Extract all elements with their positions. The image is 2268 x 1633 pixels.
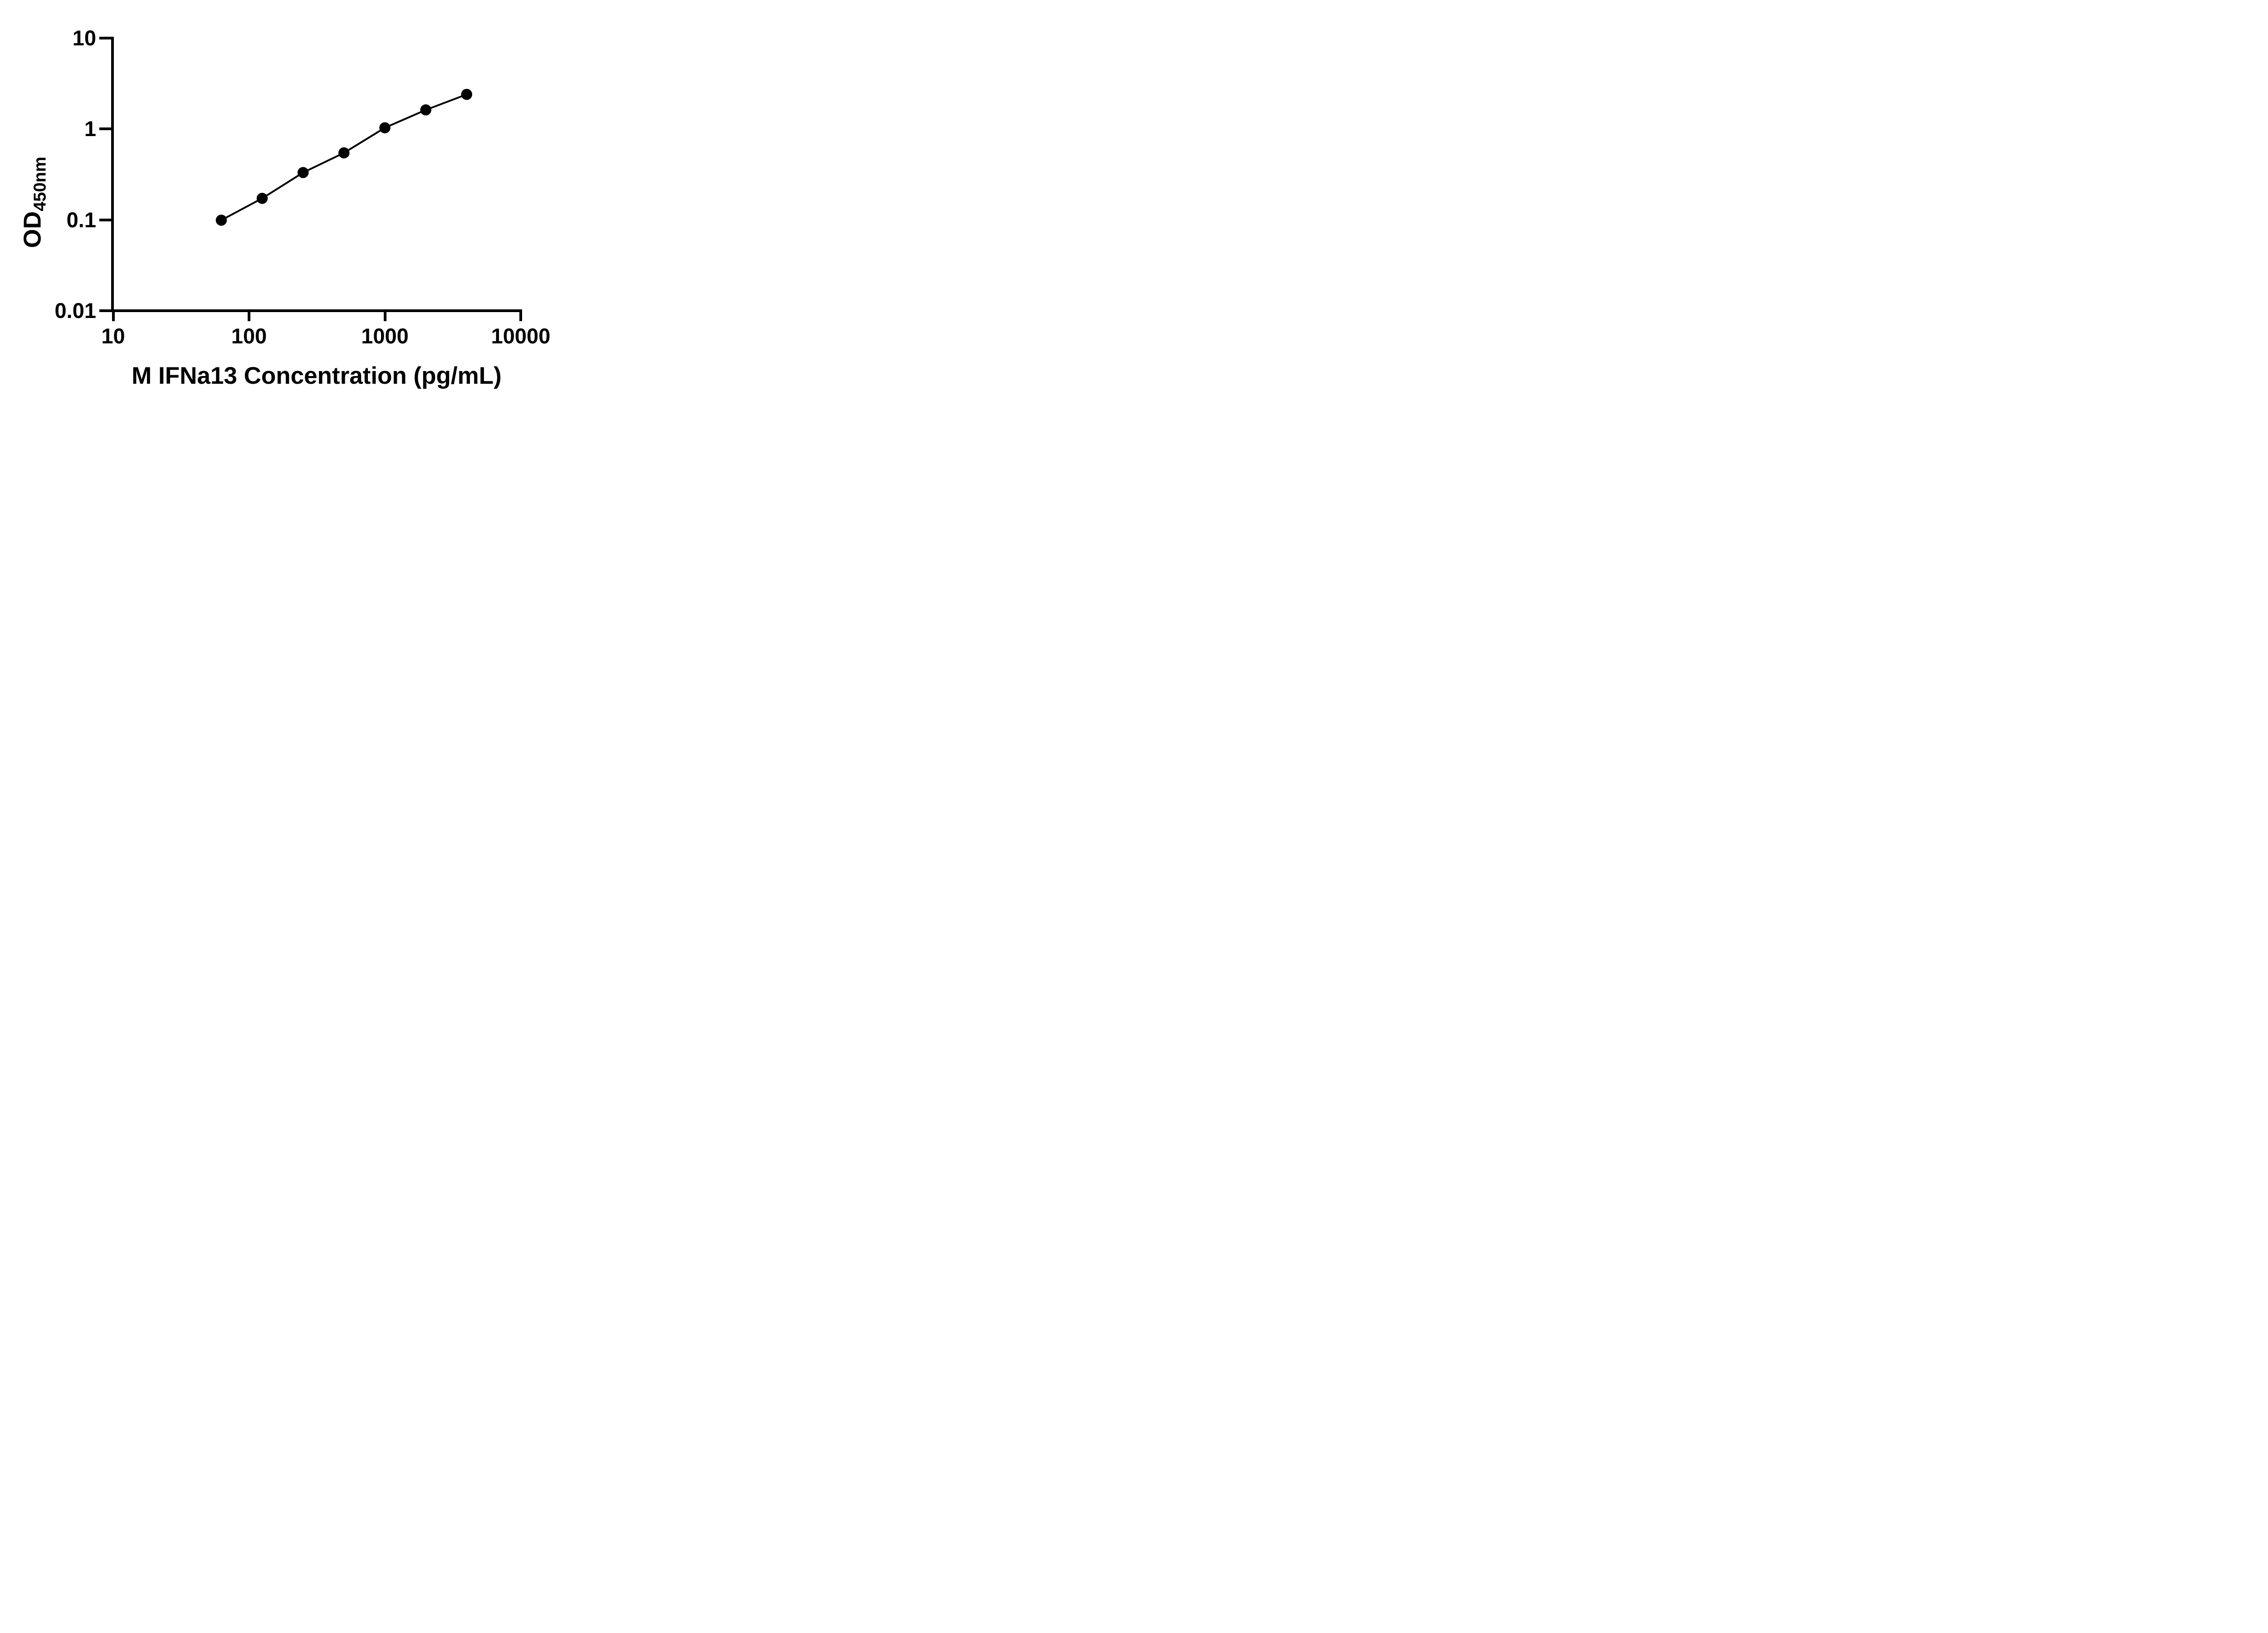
x-tick-mark-10000 bbox=[519, 309, 522, 321]
elisa-standard-curve-figure: 10 1 0.1 0.01 10 100 1000 10000 M IFNa13… bbox=[0, 0, 583, 408]
y-tick-mark-0.01 bbox=[99, 309, 111, 312]
x-tick-mark-100 bbox=[248, 309, 250, 321]
x-axis-line bbox=[111, 309, 522, 312]
y-tick-label-0.01: 0.01 bbox=[54, 298, 96, 323]
y-tick-mark-0.1 bbox=[99, 218, 111, 221]
x-tick-label-100: 100 bbox=[231, 324, 267, 348]
y-tick-mark-10 bbox=[99, 37, 111, 39]
plot-area bbox=[215, 88, 473, 226]
x-tick-label-10000: 10000 bbox=[491, 324, 551, 348]
data-point-6 bbox=[461, 88, 473, 100]
data-point-1 bbox=[256, 193, 268, 204]
data-point-4 bbox=[379, 122, 391, 133]
y-tick-label-1: 1 bbox=[84, 117, 96, 141]
x-tick-mark-10 bbox=[112, 309, 115, 321]
data-point-5 bbox=[420, 104, 431, 116]
data-points-group bbox=[215, 88, 473, 226]
x-tick-mark-1000 bbox=[383, 309, 386, 321]
x-axis-title: M IFNa13 Concentration (pg/mL) bbox=[132, 362, 502, 389]
y-tick-label-10: 10 bbox=[72, 26, 96, 50]
x-tick-label-1000: 1000 bbox=[361, 324, 409, 348]
y-axis-line bbox=[111, 37, 114, 312]
y-tick-label-0.1: 0.1 bbox=[66, 207, 96, 232]
data-point-0 bbox=[215, 215, 227, 226]
x-tick-label-10: 10 bbox=[101, 324, 125, 348]
y-tick-mark-1 bbox=[99, 127, 111, 131]
data-point-3 bbox=[338, 147, 350, 159]
data-point-2 bbox=[297, 167, 309, 178]
